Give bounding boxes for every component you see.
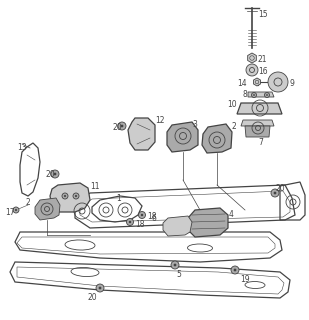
Circle shape <box>265 92 269 98</box>
Circle shape <box>231 266 239 274</box>
Polygon shape <box>50 183 90 212</box>
Polygon shape <box>241 120 274 126</box>
Text: 14: 14 <box>237 79 247 88</box>
Circle shape <box>53 172 57 175</box>
Circle shape <box>268 72 288 92</box>
Text: 18: 18 <box>135 220 145 229</box>
Polygon shape <box>245 126 270 137</box>
Circle shape <box>73 193 79 199</box>
Text: 20: 20 <box>276 184 286 193</box>
Text: 17: 17 <box>5 208 15 217</box>
Text: 18: 18 <box>147 212 156 221</box>
Circle shape <box>99 287 101 289</box>
Circle shape <box>13 207 19 213</box>
Text: 20: 20 <box>113 123 123 132</box>
Text: 13: 13 <box>17 143 27 152</box>
Circle shape <box>266 94 268 96</box>
Circle shape <box>51 170 59 178</box>
Text: 12: 12 <box>155 116 164 125</box>
Circle shape <box>75 195 77 197</box>
Polygon shape <box>202 124 232 153</box>
Text: 11: 11 <box>90 182 99 191</box>
Polygon shape <box>254 78 260 86</box>
Circle shape <box>64 195 66 197</box>
Text: 19: 19 <box>240 275 250 284</box>
Circle shape <box>62 193 68 199</box>
Circle shape <box>246 64 258 76</box>
Polygon shape <box>128 118 155 150</box>
Text: 1: 1 <box>116 194 121 203</box>
Text: 20: 20 <box>87 293 97 302</box>
Text: 10: 10 <box>227 100 237 109</box>
Text: 20: 20 <box>45 170 55 179</box>
Circle shape <box>252 92 256 98</box>
Polygon shape <box>163 216 192 236</box>
Text: 5: 5 <box>176 270 181 279</box>
Circle shape <box>271 189 279 197</box>
Circle shape <box>273 192 276 195</box>
Text: 7: 7 <box>258 138 263 147</box>
Text: 8: 8 <box>242 90 247 99</box>
Circle shape <box>121 124 123 127</box>
Polygon shape <box>237 103 282 114</box>
Circle shape <box>138 212 146 219</box>
Circle shape <box>118 122 126 130</box>
Circle shape <box>129 221 131 223</box>
Circle shape <box>141 214 143 216</box>
Text: 16: 16 <box>258 67 268 76</box>
Text: 2: 2 <box>232 122 237 131</box>
Circle shape <box>253 94 255 96</box>
Text: 15: 15 <box>258 10 268 19</box>
Text: 9: 9 <box>290 79 295 88</box>
Circle shape <box>234 268 236 271</box>
Polygon shape <box>248 92 274 97</box>
Polygon shape <box>248 53 256 63</box>
Text: 6: 6 <box>151 214 156 223</box>
Text: 3: 3 <box>192 120 197 129</box>
Text: 21: 21 <box>258 55 268 64</box>
Circle shape <box>126 219 133 226</box>
Circle shape <box>15 209 17 211</box>
Text: 4: 4 <box>229 210 234 219</box>
Circle shape <box>174 264 176 266</box>
Circle shape <box>96 284 104 292</box>
Polygon shape <box>35 198 60 220</box>
Polygon shape <box>188 208 228 237</box>
Circle shape <box>171 261 179 269</box>
Polygon shape <box>167 122 198 152</box>
Text: 2: 2 <box>25 198 30 207</box>
